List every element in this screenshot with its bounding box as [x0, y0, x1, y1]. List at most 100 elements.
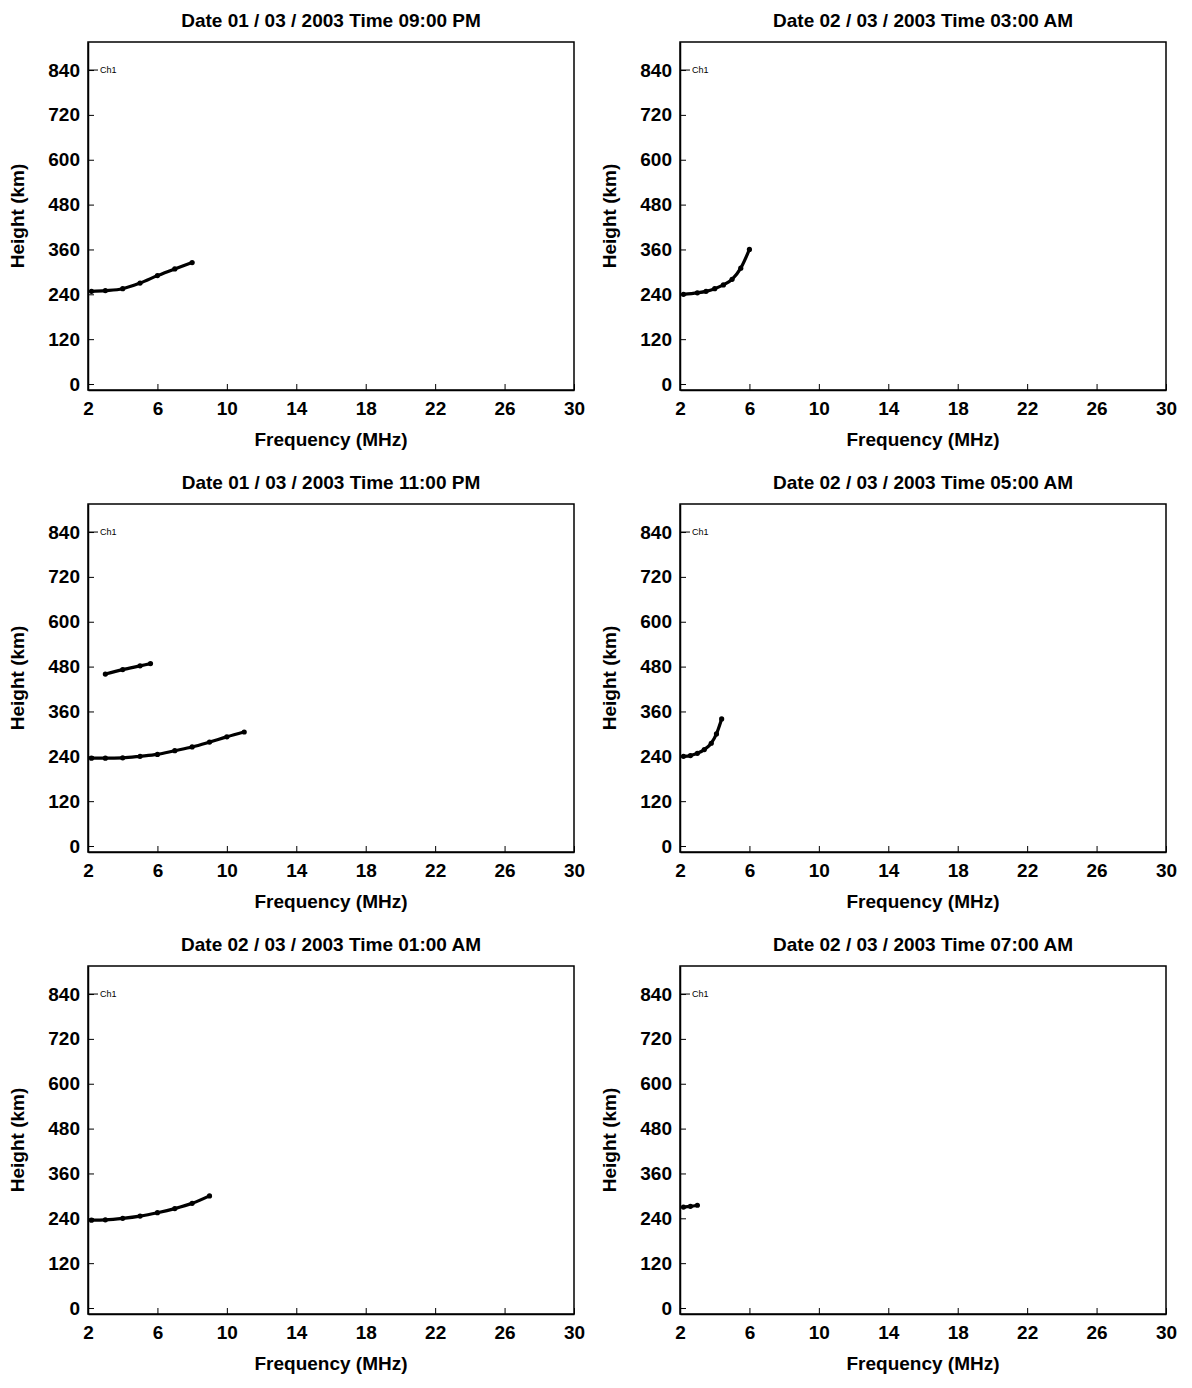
y-tick-label: 840: [48, 60, 80, 81]
x-tick-mark: [888, 384, 889, 390]
x-tick-label: 30: [564, 1322, 585, 1343]
y-tick-label: 600: [640, 1073, 672, 1094]
trace-point: [681, 292, 686, 297]
y-tick: 120: [48, 329, 94, 350]
x-tick-label: 26: [1087, 1322, 1108, 1343]
y-tick-mark: [680, 1173, 686, 1174]
x-axis: 26101418222630: [675, 1308, 1177, 1343]
y-tick-label: 720: [48, 566, 80, 587]
x-tick-mark: [296, 846, 297, 852]
y-tick: 480: [48, 194, 94, 215]
y-axis-line: [88, 505, 90, 853]
x-tick-mark: [1166, 846, 1167, 852]
y-tick: 0: [69, 374, 94, 395]
y-tick-mark: [88, 801, 94, 802]
x-tick-mark: [1027, 1308, 1028, 1314]
trace-line: [91, 1196, 209, 1220]
y-tick: 120: [640, 329, 686, 350]
x-tick: 30: [564, 846, 585, 881]
plot-frame: [88, 504, 574, 852]
trace-point: [155, 752, 160, 757]
trace-point: [190, 744, 195, 749]
y-tick: 120: [640, 1253, 686, 1274]
y-tick: 840: [48, 984, 94, 1005]
y-tick-mark: [680, 1263, 686, 1264]
y-tick-mark: [680, 384, 686, 385]
x-tick-mark: [227, 1308, 228, 1314]
x-tick-mark: [435, 1308, 436, 1314]
x-tick-label: 10: [217, 1322, 238, 1343]
y-tick: 120: [640, 791, 686, 812]
x-axis-line: [89, 1314, 575, 1316]
panel: Date 02 / 03 / 2003 Time 03:00 AM2610141…: [599, 10, 1177, 450]
x-tick-label: 6: [745, 860, 756, 881]
x-tick-label: 18: [356, 398, 377, 419]
y-tick-label: 0: [661, 836, 672, 857]
panel-title: Date 01 / 03 / 2003 Time 11:00 PM: [182, 472, 481, 493]
trace-point: [714, 731, 719, 736]
y-tick-mark: [680, 205, 686, 206]
x-tick: 30: [564, 384, 585, 419]
x-tick: 26: [1087, 384, 1108, 419]
y-tick: 360: [48, 239, 94, 260]
y-tick-label: 120: [640, 1253, 672, 1274]
y-tick-label: 360: [640, 701, 672, 722]
trace-point: [155, 1210, 160, 1215]
trace-point: [172, 1206, 177, 1211]
y-tick-mark: [680, 1129, 686, 1130]
y-axis-title: Height (km): [7, 626, 28, 731]
y-tick-mark: [88, 160, 94, 161]
plot-area: [681, 247, 752, 297]
x-tick: 6: [153, 1308, 164, 1343]
y-axis-title: Height (km): [599, 164, 620, 269]
x-tick-label: 6: [153, 1322, 164, 1343]
x-tick-mark: [366, 1308, 367, 1314]
y-tick: 360: [48, 1163, 94, 1184]
y-tick-label: 600: [48, 611, 80, 632]
x-tick: 22: [1017, 384, 1038, 419]
trace-point: [103, 671, 108, 676]
x-tick-label: 10: [809, 398, 830, 419]
y-tick-mark: [680, 249, 686, 250]
x-tick: 18: [356, 1308, 377, 1343]
trace-point: [120, 755, 125, 760]
y-tick-mark: [88, 1084, 94, 1085]
annotation: Ch1: [100, 989, 117, 999]
x-tick-label: 30: [1156, 1322, 1177, 1343]
x-tick-mark: [574, 846, 575, 852]
y-tick-label: 360: [48, 1163, 80, 1184]
y-tick-mark: [680, 1084, 686, 1085]
x-tick: 6: [745, 846, 756, 881]
figure: Date 01 / 03 / 2003 Time 09:00 PM2610141…: [0, 0, 1192, 1388]
trace-line: [105, 664, 150, 674]
y-axis-line: [680, 43, 682, 391]
y-tick: 720: [640, 1028, 686, 1049]
trace-point: [703, 289, 708, 294]
y-tick-label: 840: [640, 60, 672, 81]
y-tick-mark: [88, 711, 94, 712]
x-tick-mark: [505, 1308, 506, 1314]
y-tick-label: 0: [661, 374, 672, 395]
y-tick-label: 840: [48, 984, 80, 1005]
y-tick: 240: [48, 746, 94, 767]
trace-point: [103, 1217, 108, 1222]
x-tick-mark: [435, 846, 436, 852]
x-axis-title: Frequency (MHz): [254, 1353, 407, 1374]
x-tick-label: 22: [425, 1322, 446, 1343]
y-tick-label: 480: [640, 1118, 672, 1139]
panel: Date 02 / 03 / 2003 Time 05:00 AM2610141…: [599, 472, 1177, 912]
x-tick-label: 22: [1017, 860, 1038, 881]
x-axis-title: Frequency (MHz): [846, 891, 999, 912]
trace-point: [702, 747, 707, 752]
x-tick-label: 18: [948, 860, 969, 881]
y-tick-label: 720: [640, 1028, 672, 1049]
panel: Date 02 / 03 / 2003 Time 07:00 AM2610141…: [599, 934, 1177, 1374]
x-tick-label: 6: [153, 860, 164, 881]
y-tick-label: 0: [69, 1298, 80, 1319]
y-tick: 600: [48, 149, 94, 170]
x-axis-title: Frequency (MHz): [254, 429, 407, 450]
y-tick-mark: [88, 667, 94, 668]
y-axis: 0120240360480600720840: [48, 43, 94, 395]
x-tick: 18: [356, 846, 377, 881]
x-tick-label: 10: [217, 860, 238, 881]
